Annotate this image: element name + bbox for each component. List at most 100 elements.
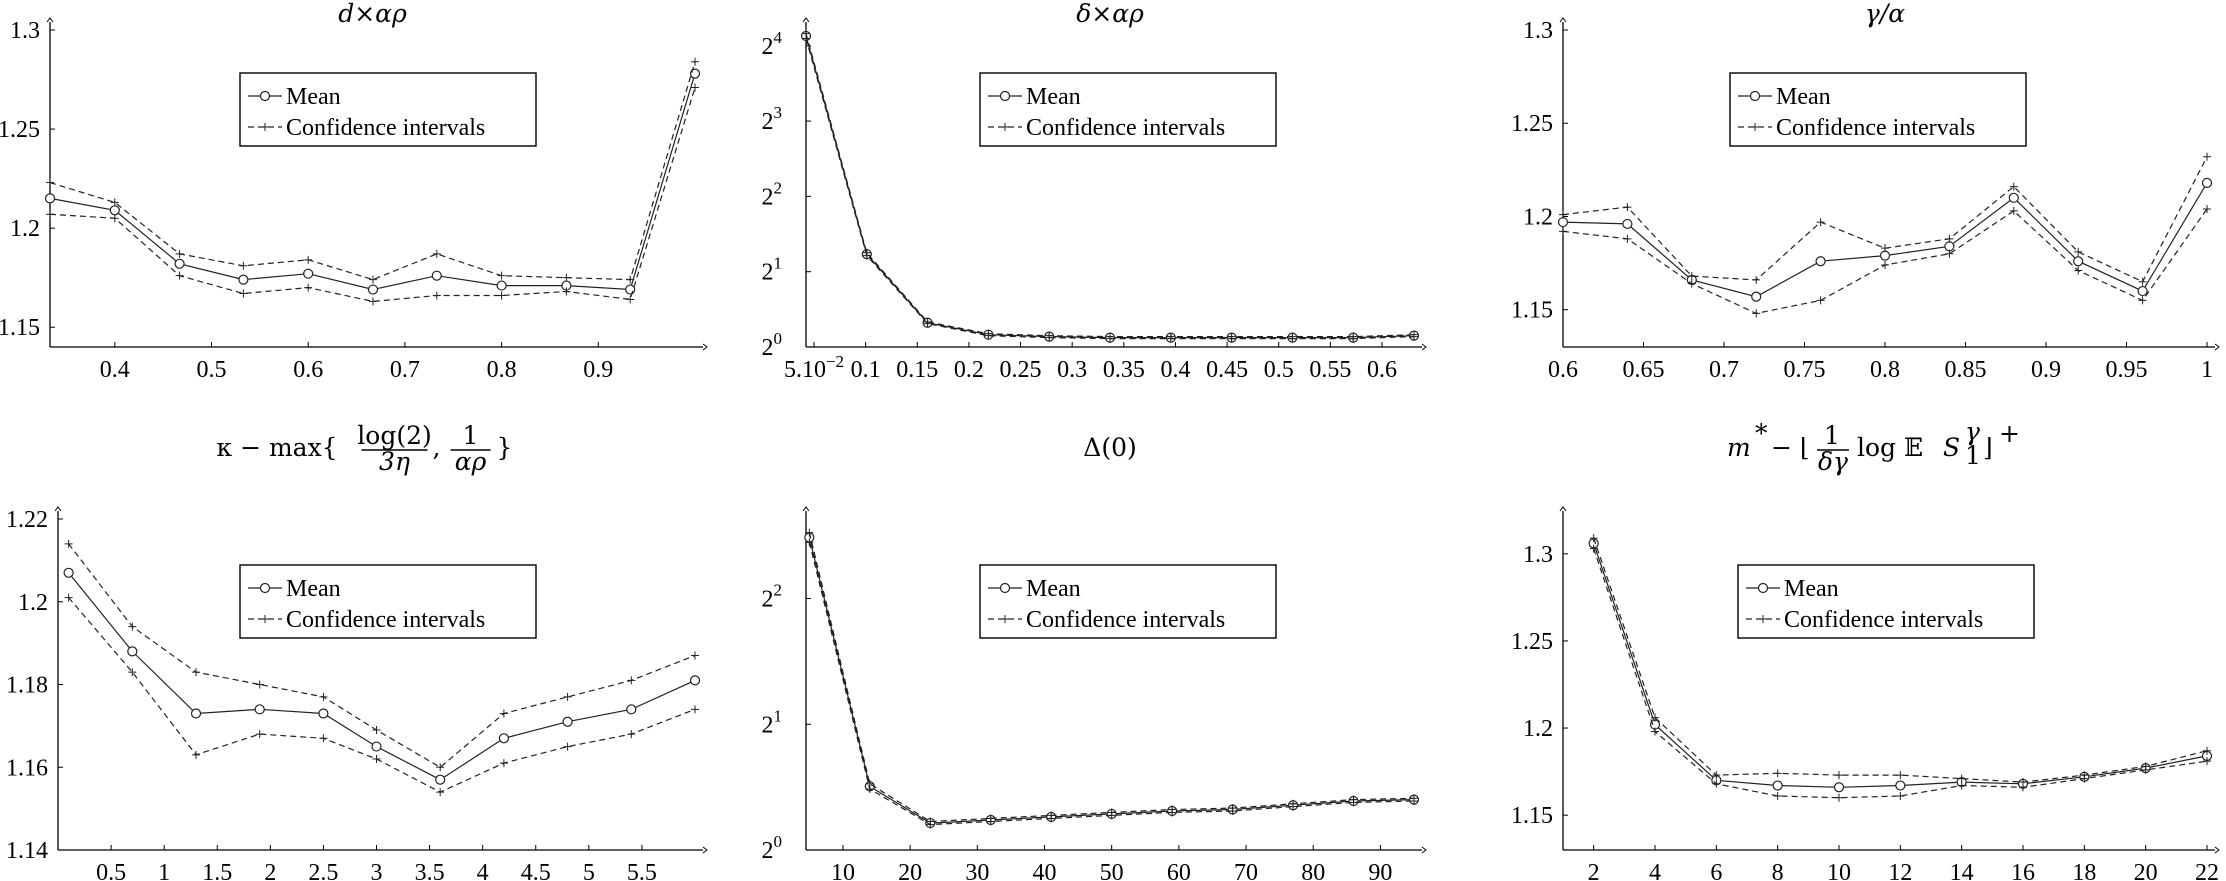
legend-label: Mean: [1776, 84, 1831, 110]
confidence-marker: [2019, 783, 2027, 792]
x-tick-label: 1: [158, 860, 170, 881]
mean-marker: [1833, 782, 1845, 793]
confidence-marker: [239, 261, 248, 270]
confidence-marker: [1881, 260, 1889, 269]
confidence-marker: [304, 283, 313, 292]
x-axis-arrow-icon: [2214, 846, 2220, 854]
y-tick-label: 1.15: [1511, 298, 1553, 324]
confidence-marker: [627, 730, 636, 739]
confidence-marker: [691, 57, 699, 66]
y-tick-label: 1.2: [10, 216, 40, 242]
confidence-interval-line: [1593, 548, 2208, 799]
x-tick-label: 5.10−2: [784, 352, 844, 383]
x-tick-label: 3.5: [415, 860, 445, 881]
legend-box: [979, 564, 1277, 639]
legend-plus-icon: [1751, 123, 1759, 131]
confidence-marker: [1623, 234, 1632, 243]
confidence-marker: [64, 539, 73, 548]
confidence-marker: [110, 198, 119, 207]
legend: Mean Confidence intervals: [239, 564, 537, 639]
confidence-marker: [319, 692, 328, 701]
x-tick-label: 0.55: [1309, 357, 1351, 383]
confidence-marker: [319, 734, 328, 743]
mean-marker: [1772, 780, 1783, 791]
svg-text:⌋: ⌋: [1983, 433, 1993, 462]
confidence-marker: [1559, 210, 1567, 219]
x-tick-label: 14: [1950, 860, 1974, 881]
y-tick-label: 1.3: [1523, 542, 1553, 568]
confidence-marker: [1227, 334, 1236, 343]
x-tick-label: 0.85: [1945, 357, 1987, 383]
legend-circle-icon: [1749, 90, 1761, 102]
confidence-marker: [46, 178, 54, 187]
legend-circle-icon: [1757, 582, 1769, 594]
confidence-marker: [432, 291, 441, 300]
x-tick-label: 0.3: [1057, 357, 1087, 383]
mean-marker: [318, 708, 329, 719]
y-axis-arrow-icon: [1559, 506, 1567, 512]
x-tick-label: 2: [1588, 860, 1600, 881]
x-tick-label: 80: [1301, 860, 1325, 881]
confidence-marker: [192, 668, 201, 677]
x-tick-label: 0.6: [1548, 357, 1578, 383]
confidence-marker: [865, 784, 874, 793]
svg-text:− ⌊: − ⌊: [1771, 433, 1810, 462]
x-tick-label: 0.7: [1709, 357, 1739, 383]
x-tick-label: 3: [371, 860, 383, 881]
confidence-marker: [1712, 771, 1721, 780]
y-tick-label: 1.3: [1523, 18, 1553, 44]
x-tick-label: 0.1: [851, 357, 881, 383]
y-tick-label: 1.15: [0, 315, 40, 341]
mean-marker: [367, 284, 379, 295]
x-tick-label: 4: [477, 860, 489, 881]
legend-label: Mean: [286, 576, 341, 602]
legend-box: [239, 72, 537, 147]
x-tick-label: 0.5: [96, 860, 126, 881]
x-axis-arrow-icon: [702, 343, 708, 351]
confidence-marker: [1106, 334, 1114, 343]
legend-circle-icon: [259, 582, 271, 594]
y-tick-label: 22: [762, 581, 783, 613]
confidence-marker: [1687, 272, 1696, 281]
mean-line: [1562, 182, 2208, 298]
confidence-marker: [436, 788, 445, 797]
mean-marker: [498, 733, 509, 744]
confidence-marker: [368, 297, 377, 306]
confidence-marker: [1045, 333, 1054, 342]
x-tick-label: 10: [1827, 860, 1851, 881]
x-tick-label: 0.8: [1870, 357, 1900, 383]
mean-marker: [44, 193, 56, 204]
y-tick-label: 1.2: [1523, 204, 1553, 230]
y-tick-label: 1.14: [6, 838, 48, 864]
confidence-marker: [2203, 205, 2211, 214]
x-tick-label: 70: [1234, 860, 1258, 881]
svg-text:S: S: [1943, 433, 1960, 462]
mean-marker: [1622, 218, 1633, 230]
x-tick-label: 20: [2134, 860, 2158, 881]
legend-circle-icon: [999, 582, 1011, 594]
confidence-marker: [1752, 309, 1761, 318]
confidence-marker: [1945, 234, 1954, 243]
x-tick-label: 2: [264, 860, 276, 881]
confidence-marker: [175, 271, 184, 280]
confidence-marker: [1410, 332, 1418, 341]
confidence-marker: [1773, 769, 1782, 778]
legend-circle-icon: [999, 90, 1011, 102]
y-axis-arrow-icon: [802, 506, 810, 512]
x-tick-label: 12: [1888, 860, 1912, 881]
mean-marker: [2137, 285, 2148, 297]
confidence-marker: [255, 730, 264, 739]
mean-marker: [431, 270, 442, 281]
confidence-marker: [1816, 218, 1825, 227]
confidence-marker: [497, 291, 506, 300]
confidence-marker: [1835, 793, 1843, 802]
confidence-marker: [1957, 774, 1966, 783]
chart-panel-1: 0.4 0.5 0.6 0.7 0.8 0.9 1.15 1.2 1.25 1.3 Mean Conf…: [0, 0, 708, 383]
legend-label: Confidence intervals: [1026, 607, 1225, 633]
mean-marker: [254, 704, 265, 715]
confidence-marker: [1651, 727, 1659, 736]
confidence-marker: [1589, 534, 1598, 543]
y-axis-arrow-icon: [46, 17, 54, 23]
panel-title: d×αρ: [338, 0, 407, 28]
y-tick-label: 1.25: [1511, 111, 1553, 137]
